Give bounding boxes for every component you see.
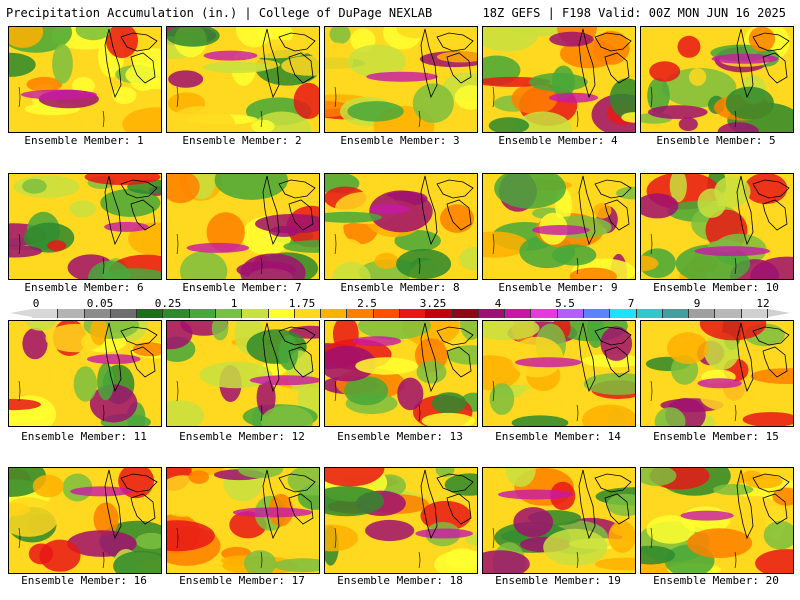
ensemble-member-map (8, 467, 162, 574)
colorbar-segment (400, 309, 427, 318)
colorbar-segment (610, 309, 637, 318)
ensemble-member-map (482, 467, 636, 574)
ensemble-member-map (324, 467, 478, 574)
colorbar-segment (347, 309, 374, 318)
colorbar-tick-label: 0.05 (86, 297, 114, 310)
ensemble-member-map (166, 467, 320, 574)
colorbar-min-arrow (10, 309, 32, 317)
colorbar-tick-label: 5.5 (555, 297, 575, 310)
colorbar-max-arrow (768, 309, 790, 317)
ensemble-member-label: Ensemble Member: 1 (24, 134, 144, 147)
colorbar-segment (478, 309, 506, 318)
ensemble-member-label: Ensemble Member: 5 (656, 134, 776, 147)
ensemble-member-label: Ensemble Member: 20 (653, 574, 779, 587)
ensemble-member-label: Ensemble Member: 12 (179, 430, 305, 443)
ensemble-member-map (482, 26, 636, 133)
ensemble-member-label: Ensemble Member: 6 (24, 281, 144, 294)
ensemble-member-label: Ensemble Member: 4 (498, 134, 618, 147)
colorbar-segment (58, 309, 85, 318)
ensemble-member-label: Ensemble Member: 14 (495, 430, 621, 443)
colorbar-segment (110, 309, 138, 318)
header-run-info: 18Z GEFS | F198 Valid: 00Z MON JUN 16 20… (482, 6, 786, 20)
ensemble-member-label: Ensemble Member: 2 (182, 134, 302, 147)
colorbar-segment (216, 309, 243, 318)
ensemble-member-label: Ensemble Member: 8 (340, 281, 460, 294)
ensemble-member-map (166, 320, 320, 427)
colorbar-segment (505, 309, 532, 318)
ensemble-member-label: Ensemble Member: 17 (179, 574, 305, 587)
ensemble-member-map (166, 26, 320, 133)
ensemble-member-map (324, 26, 478, 133)
ensemble-member-map (8, 320, 162, 427)
colorbar-segment (741, 309, 768, 318)
ensemble-member-map (324, 320, 478, 427)
ensemble-member-map (640, 320, 794, 427)
colorbar-segment (715, 309, 742, 318)
colorbar-segment (268, 309, 295, 318)
colorbar-segment (689, 309, 716, 318)
colorbar-segment (32, 309, 59, 318)
colorbar-segment (321, 309, 348, 318)
colorbar-tick-label: 9 (693, 297, 701, 310)
colorbar-segment (636, 309, 663, 318)
ensemble-member-label: Ensemble Member: 11 (21, 430, 147, 443)
colorbar-segment (189, 309, 216, 318)
colorbar-segment (662, 309, 690, 318)
ensemble-member-map (166, 173, 320, 280)
ensemble-member-label: Ensemble Member: 15 (653, 430, 779, 443)
colorbar-tick-label: 4 (494, 297, 502, 310)
ensemble-member-map (8, 173, 162, 280)
colorbar-segment (294, 309, 322, 318)
ensemble-member-map (482, 173, 636, 280)
ensemble-member-label: Ensemble Member: 13 (337, 430, 463, 443)
colorbar-segment (584, 309, 611, 318)
ensemble-member-label: Ensemble Member: 10 (653, 281, 779, 294)
ensemble-member-label: Ensemble Member: 7 (182, 281, 302, 294)
colorbar-segment (557, 309, 584, 318)
ensemble-member-map (482, 320, 636, 427)
colorbar-tick-label: 12 (756, 297, 770, 310)
ensemble-member-label: Ensemble Member: 3 (340, 134, 460, 147)
colorbar-tick-label: 3.25 (419, 297, 447, 310)
colorbar-segment (531, 309, 558, 318)
colorbar-segment (163, 309, 190, 318)
colorbar-segment (137, 309, 164, 318)
colorbar-segment (452, 309, 479, 318)
colorbar-tick-label: 0.25 (154, 297, 182, 310)
colorbar-tick-label: 7 (627, 297, 635, 310)
colorbar-tick-label: 1.75 (288, 297, 316, 310)
ensemble-member-label: Ensemble Member: 18 (337, 574, 463, 587)
colorbar-segment (426, 309, 453, 318)
colorbar-tick-label: 2.5 (357, 297, 377, 310)
ensemble-member-label: Ensemble Member: 16 (21, 574, 147, 587)
ensemble-member-map (8, 26, 162, 133)
ensemble-member-map (640, 173, 794, 280)
colorbar-tick-label: 0 (32, 297, 40, 310)
colorbar-segment (84, 309, 111, 318)
ensemble-member-map (640, 26, 794, 133)
ensemble-member-label: Ensemble Member: 19 (495, 574, 621, 587)
colorbar-strip (10, 309, 790, 318)
colorbar-segment (373, 309, 400, 318)
colorbar-segment (242, 309, 269, 318)
ensemble-member-map (324, 173, 478, 280)
ensemble-member-label: Ensemble Member: 9 (498, 281, 618, 294)
colorbar-tick-label: 1 (230, 297, 238, 310)
ensemble-member-map (640, 467, 794, 574)
header-title: Precipitation Accumulation (in.) | Colle… (6, 6, 433, 20)
